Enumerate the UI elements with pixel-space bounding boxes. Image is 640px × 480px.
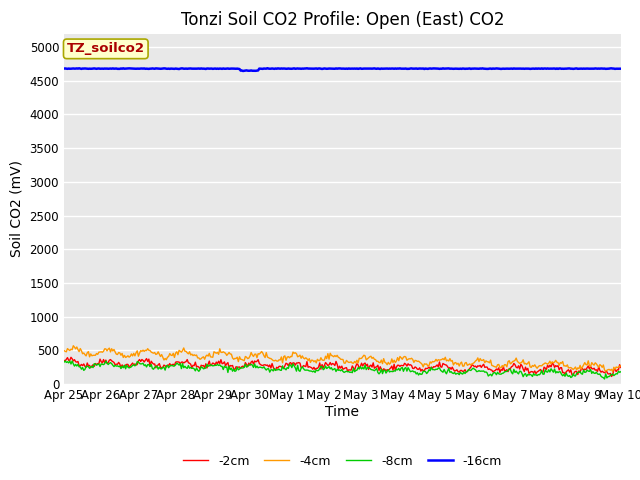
- -8cm: [470, 366, 478, 372]
- -2cm: [470, 364, 478, 370]
- -2cm: [607, 373, 615, 379]
- Line: -4cm: -4cm: [64, 346, 621, 372]
- X-axis label: Time: Time: [325, 405, 360, 419]
- -16cm: [617, 66, 625, 72]
- -16cm: [60, 66, 68, 72]
- -2cm: [60, 358, 68, 363]
- Legend: -2cm, -4cm, -8cm, -16cm: -2cm, -4cm, -8cm, -16cm: [178, 450, 507, 473]
- -4cm: [373, 359, 381, 364]
- -8cm: [567, 374, 575, 380]
- -8cm: [617, 369, 625, 374]
- -8cm: [60, 359, 68, 365]
- -8cm: [296, 369, 304, 374]
- -4cm: [609, 369, 616, 374]
- -16cm: [239, 68, 247, 74]
- -2cm: [617, 364, 625, 370]
- -4cm: [399, 354, 407, 360]
- -8cm: [601, 376, 609, 382]
- -2cm: [296, 360, 304, 366]
- -2cm: [567, 367, 575, 373]
- -16cm: [568, 66, 576, 72]
- Line: -8cm: -8cm: [64, 361, 621, 379]
- -8cm: [234, 367, 242, 372]
- -4cm: [234, 359, 242, 364]
- -16cm: [472, 66, 479, 72]
- -2cm: [373, 364, 381, 370]
- -4cm: [70, 343, 77, 348]
- Text: TZ_soilco2: TZ_soilco2: [67, 42, 145, 55]
- Y-axis label: Soil CO2 (mV): Soil CO2 (mV): [10, 160, 24, 257]
- Title: Tonzi Soil CO2 Profile: Open (East) CO2: Tonzi Soil CO2 Profile: Open (East) CO2: [180, 11, 504, 29]
- -4cm: [296, 352, 304, 358]
- -8cm: [399, 369, 407, 374]
- -16cm: [401, 66, 408, 72]
- -4cm: [470, 360, 478, 365]
- -8cm: [373, 366, 381, 372]
- -2cm: [67, 354, 75, 360]
- -16cm: [264, 65, 271, 71]
- -16cm: [234, 66, 241, 72]
- -16cm: [298, 66, 305, 72]
- -2cm: [399, 363, 407, 369]
- -4cm: [567, 365, 575, 371]
- -16cm: [374, 66, 381, 72]
- Line: -2cm: -2cm: [64, 357, 621, 376]
- -2cm: [234, 364, 242, 370]
- -8cm: [66, 358, 74, 364]
- -4cm: [60, 348, 68, 353]
- Line: -16cm: -16cm: [64, 68, 621, 71]
- -4cm: [617, 363, 625, 369]
